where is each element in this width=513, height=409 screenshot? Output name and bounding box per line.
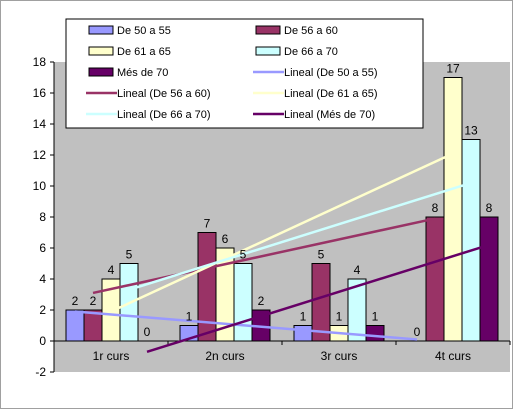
data-label: 17 <box>446 62 460 76</box>
data-label: 2 <box>258 294 265 308</box>
legend-box <box>65 18 424 129</box>
x-tick-label: 3r curs <box>321 349 358 363</box>
data-label: 13 <box>464 124 478 138</box>
trendline <box>74 310 418 341</box>
bar <box>365 325 385 342</box>
legend-label: De 66 a 70 <box>284 46 338 58</box>
data-label: 1 <box>372 310 379 324</box>
legend: De 50 a 55 De 56 a 60 De 61 a 65 De 66 a 70… <box>65 18 424 129</box>
data-label: 4 <box>354 263 361 277</box>
trendline <box>146 243 490 354</box>
data-label: 0 <box>414 325 421 339</box>
bar <box>461 139 481 342</box>
legend-swatch <box>255 46 281 56</box>
x-tick-label: 4t curs <box>435 349 471 363</box>
x-tick-label: 1r curs <box>93 349 130 363</box>
y-tick-label: 10 <box>33 179 47 193</box>
y-tick-label: 0 <box>39 334 46 348</box>
data-label: 8 <box>432 201 439 215</box>
bar <box>197 232 217 342</box>
trendline <box>110 152 454 313</box>
y-tick-label: 16 <box>33 86 47 100</box>
data-label: 2 <box>72 294 79 308</box>
trend-layer <box>74 152 490 354</box>
data-label: 1 <box>336 310 343 324</box>
y-tick-label: 4 <box>39 272 46 286</box>
data-label: 7 <box>204 217 211 231</box>
data-label: 6 <box>222 232 229 246</box>
y-tick-label: 8 <box>39 210 46 224</box>
legend-swatch <box>88 46 114 56</box>
y-tick-label: 6 <box>39 241 46 255</box>
legend-label: De 50 a 55 <box>117 25 171 37</box>
data-label: 5 <box>240 248 247 262</box>
legend-swatch <box>88 25 114 35</box>
bar <box>311 263 331 342</box>
data-label: 8 <box>486 201 493 215</box>
bar <box>443 77 463 342</box>
legend-swatch <box>88 67 114 77</box>
x-tick-label: 2n curs <box>205 349 244 363</box>
legend-label: De 61 a 65 <box>117 46 171 58</box>
data-label: 2 <box>90 294 97 308</box>
bar <box>347 278 367 342</box>
y-tick-label: 14 <box>33 117 47 131</box>
legend-label: Lineal (De 50 a 55) <box>284 67 378 79</box>
bar <box>425 216 445 342</box>
legend-label: De 56 a 60 <box>284 25 338 37</box>
data-label: 0 <box>144 325 151 339</box>
data-label: 4 <box>108 263 115 277</box>
y-tick-label: 18 <box>33 55 47 69</box>
data-label: 5 <box>318 248 325 262</box>
y-tick-label: 2 <box>39 303 46 317</box>
y-tick-label: -2 <box>35 365 46 379</box>
trendline <box>92 217 436 295</box>
bar <box>233 263 253 342</box>
legend-label: Lineal (Més de 70) <box>284 109 375 121</box>
trendline <box>128 181 472 292</box>
legend-label: Lineal (De 56 a 60) <box>117 88 211 100</box>
legend-label: Lineal (De 61 a 65) <box>284 88 378 100</box>
legend-label: Lineal (De 66 a 70) <box>117 109 211 121</box>
data-label: 1 <box>186 310 193 324</box>
legend-swatch <box>255 25 281 35</box>
y-tick-label: 12 <box>33 148 47 162</box>
bar <box>293 325 313 342</box>
bar <box>65 309 85 342</box>
data-label: 1 <box>300 310 307 324</box>
legend-label: Més de 70 <box>117 67 168 79</box>
data-label: 5 <box>126 248 133 262</box>
bar <box>479 216 499 342</box>
